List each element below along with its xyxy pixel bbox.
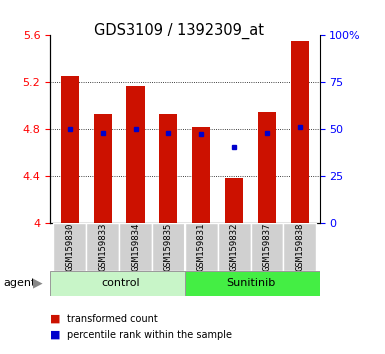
Text: GSM159830: GSM159830 [65,223,74,271]
Bar [159,114,177,223]
Text: GSM159837: GSM159837 [263,223,271,271]
Text: agent: agent [4,278,36,288]
Bar [251,223,283,271]
Bar [94,114,112,223]
Bar [152,223,185,271]
Text: ■: ■ [50,330,60,339]
Text: GSM159838: GSM159838 [295,223,304,271]
Bar [192,127,210,223]
Text: ■: ■ [50,314,60,324]
Bar [126,86,144,223]
Text: GSM159831: GSM159831 [197,223,206,271]
Bar [258,112,276,223]
Bar [225,178,243,223]
Text: GSM159833: GSM159833 [98,223,107,271]
Text: ▶: ▶ [33,277,42,290]
Bar [54,223,86,271]
Text: GSM159832: GSM159832 [229,223,239,271]
Text: GSM159834: GSM159834 [131,223,140,271]
Bar [291,41,309,223]
Bar [61,76,79,223]
Bar [218,223,251,271]
Bar [283,223,316,271]
Bar [185,271,320,296]
Text: GSM159835: GSM159835 [164,223,173,271]
Text: Sunitinib: Sunitinib [226,278,275,288]
Text: percentile rank within the sample: percentile rank within the sample [67,330,233,339]
Bar [119,223,152,271]
Text: transformed count: transformed count [67,314,158,324]
Text: control: control [101,278,140,288]
Text: GDS3109 / 1392309_at: GDS3109 / 1392309_at [94,23,264,39]
Bar [86,223,119,271]
Bar [50,271,185,296]
Bar [185,223,218,271]
